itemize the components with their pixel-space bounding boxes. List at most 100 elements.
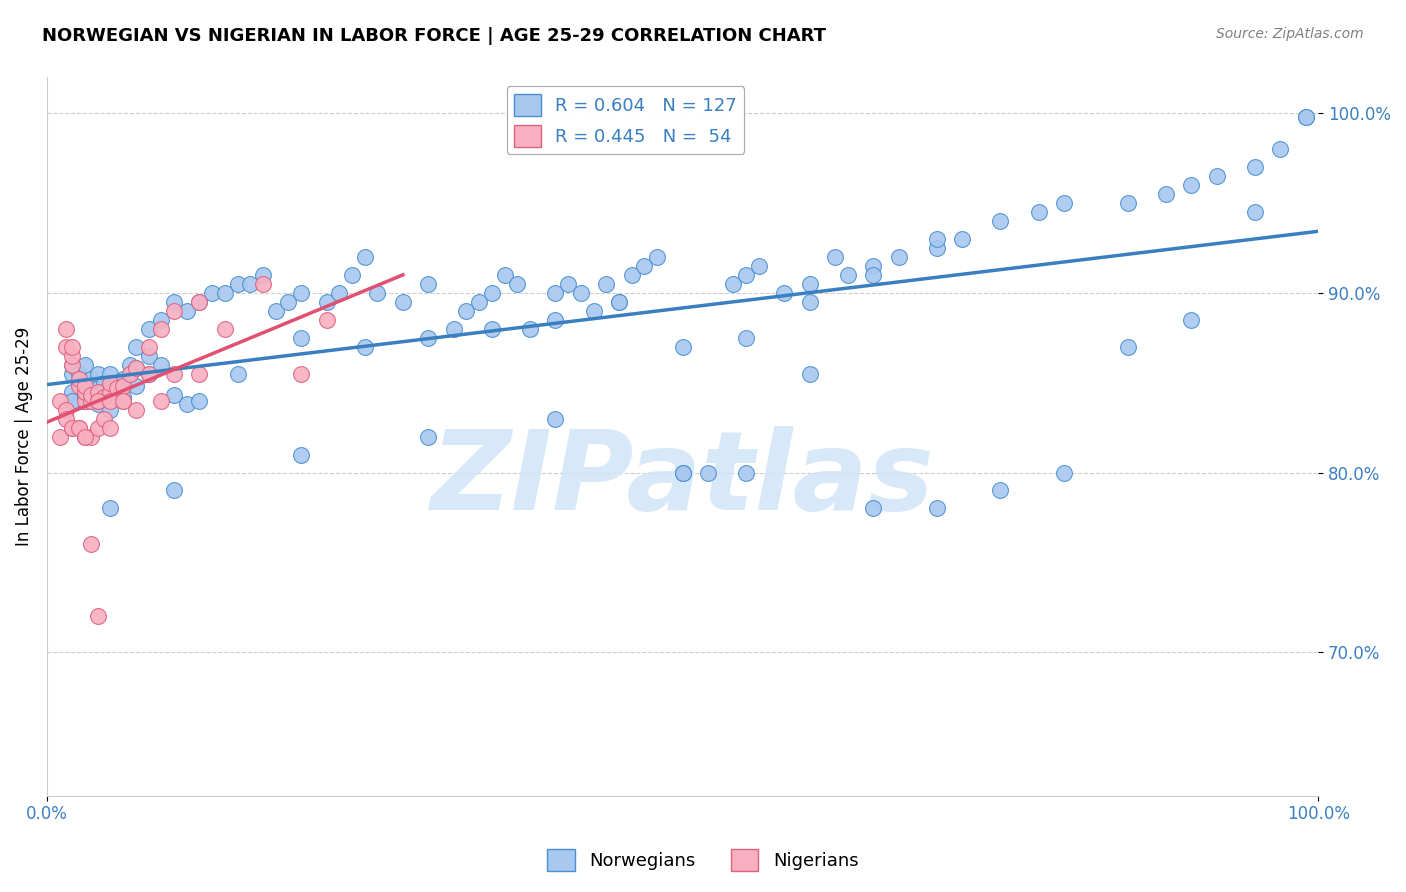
Point xyxy=(443,322,465,336)
Point xyxy=(80,379,103,393)
Point xyxy=(671,466,693,480)
Point xyxy=(163,367,186,381)
Point xyxy=(112,372,135,386)
Point xyxy=(1116,196,1139,211)
Point xyxy=(315,294,337,309)
Point xyxy=(93,376,115,390)
Point xyxy=(990,214,1012,228)
Point xyxy=(176,397,198,411)
Point xyxy=(125,361,148,376)
Point xyxy=(67,376,90,390)
Point xyxy=(188,393,211,408)
Point xyxy=(60,349,83,363)
Point xyxy=(418,429,440,443)
Point xyxy=(620,268,643,282)
Point xyxy=(1028,205,1050,219)
Y-axis label: In Labor Force | Age 25-29: In Labor Force | Age 25-29 xyxy=(15,327,32,546)
Point xyxy=(990,483,1012,498)
Point xyxy=(80,393,103,408)
Point xyxy=(48,429,70,443)
Point xyxy=(73,379,96,393)
Point xyxy=(118,358,141,372)
Point xyxy=(60,358,83,372)
Point xyxy=(80,390,103,404)
Point xyxy=(125,402,148,417)
Point xyxy=(73,393,96,408)
Point xyxy=(353,340,375,354)
Point xyxy=(1268,142,1291,156)
Point xyxy=(80,388,103,402)
Point xyxy=(163,294,186,309)
Point xyxy=(671,340,693,354)
Point xyxy=(544,313,567,327)
Point xyxy=(723,277,745,291)
Point xyxy=(481,322,503,336)
Point xyxy=(105,384,128,399)
Point xyxy=(100,501,122,516)
Point xyxy=(112,379,135,393)
Point xyxy=(188,294,211,309)
Point xyxy=(735,331,758,345)
Legend: Norwegians, Nigerians: Norwegians, Nigerians xyxy=(540,842,866,879)
Point xyxy=(73,376,96,390)
Point xyxy=(544,411,567,425)
Point xyxy=(55,322,77,336)
Point xyxy=(112,376,135,390)
Point xyxy=(748,259,770,273)
Point xyxy=(1180,313,1202,327)
Point xyxy=(60,384,83,399)
Point xyxy=(138,340,160,354)
Point xyxy=(226,277,249,291)
Point xyxy=(100,381,122,395)
Point xyxy=(87,384,110,399)
Point xyxy=(73,429,96,443)
Point xyxy=(799,294,821,309)
Point xyxy=(100,420,122,434)
Point xyxy=(48,393,70,408)
Point xyxy=(73,384,96,399)
Point xyxy=(773,285,796,300)
Point xyxy=(73,384,96,399)
Point xyxy=(607,294,630,309)
Point xyxy=(87,381,110,395)
Text: ZIPatlas: ZIPatlas xyxy=(430,426,935,533)
Point xyxy=(188,367,211,381)
Point xyxy=(60,420,83,434)
Point xyxy=(100,393,122,408)
Point xyxy=(100,376,122,390)
Point xyxy=(125,379,148,393)
Point xyxy=(100,384,122,399)
Point xyxy=(1295,110,1317,124)
Point xyxy=(494,268,516,282)
Point xyxy=(55,402,77,417)
Point xyxy=(862,268,884,282)
Point xyxy=(837,268,859,282)
Point xyxy=(557,277,579,291)
Point xyxy=(138,349,160,363)
Point xyxy=(112,390,135,404)
Point xyxy=(392,294,415,309)
Point xyxy=(925,232,948,246)
Point xyxy=(100,384,122,399)
Point xyxy=(519,322,541,336)
Point xyxy=(1053,196,1076,211)
Point xyxy=(105,381,128,395)
Point xyxy=(60,340,83,354)
Point xyxy=(138,367,160,381)
Point xyxy=(73,393,96,408)
Point xyxy=(1154,187,1177,202)
Point xyxy=(80,393,103,408)
Point xyxy=(925,241,948,255)
Point xyxy=(118,367,141,381)
Point xyxy=(735,466,758,480)
Point xyxy=(150,358,173,372)
Point xyxy=(87,367,110,381)
Point xyxy=(87,397,110,411)
Point xyxy=(87,388,110,402)
Point xyxy=(138,322,160,336)
Point xyxy=(226,367,249,381)
Point xyxy=(60,358,83,372)
Point xyxy=(1243,160,1265,174)
Point xyxy=(163,388,186,402)
Point xyxy=(176,304,198,318)
